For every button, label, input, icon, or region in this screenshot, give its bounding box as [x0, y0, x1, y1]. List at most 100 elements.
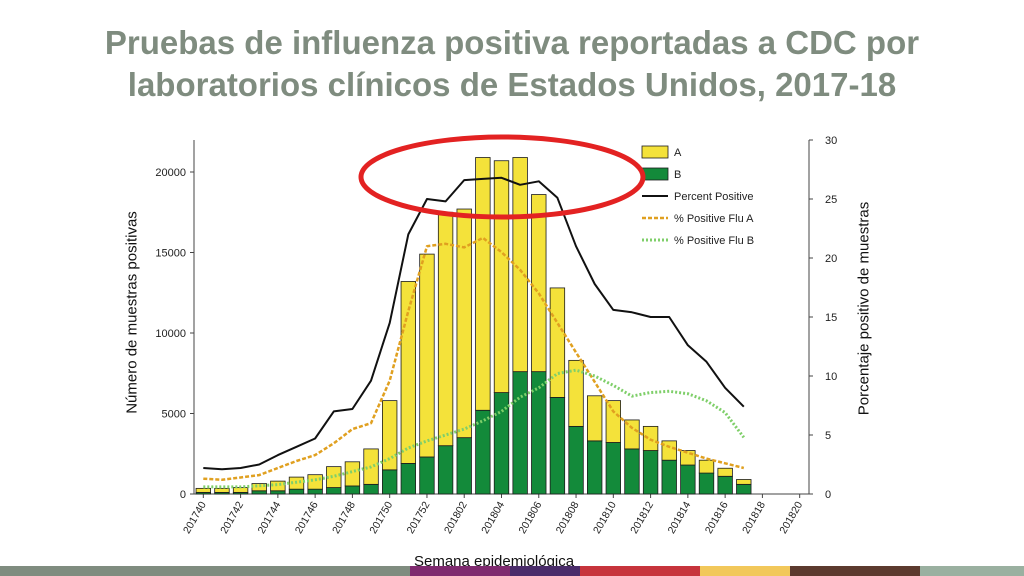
title-line-1: Pruebas de influenza positiva reportadas… [104, 24, 920, 61]
strip-segment [180, 566, 410, 576]
bar-a [549, 287, 566, 398]
y-left-tick-label: 20000 [155, 167, 186, 179]
strip-segment [920, 566, 1024, 576]
x-tick-label: 201748 [330, 499, 358, 535]
legend-label: % Positive Flu B [674, 235, 754, 247]
bar-a [475, 157, 491, 411]
y-axis-left-title: Número de muestras positivas [123, 211, 141, 414]
chart-lines [203, 176, 745, 489]
bar-b [642, 450, 659, 495]
y-right-tick-label: 15 [825, 312, 837, 324]
x-tick-label: 201816 [703, 499, 731, 535]
decorative-bottom-strip [0, 566, 1024, 576]
bar-b [512, 371, 528, 495]
bar-b [288, 488, 305, 495]
bar-a [587, 395, 603, 442]
x-tick-label: 201810 [591, 499, 619, 535]
x-tick-label: 201740 [181, 499, 209, 535]
bar-b [270, 490, 286, 495]
legend-label: B [674, 169, 681, 181]
bar-a [326, 466, 342, 488]
bar-b [698, 472, 715, 495]
y-right-tick-label: 30 [825, 135, 837, 147]
bar-a [661, 440, 677, 461]
bar-a [344, 461, 361, 487]
strip-segment [0, 566, 180, 576]
bar-b [251, 490, 267, 495]
bar-a [307, 474, 323, 490]
x-tick-label: 201752 [405, 499, 433, 535]
legend-label: Percent Positive [674, 191, 753, 203]
strip-segment [790, 566, 920, 576]
bar-b [326, 487, 342, 495]
chart-legend: AB Percent Positive % Positive Flu A % Posi… [641, 145, 754, 247]
y-right-tick-label: 25 [825, 194, 837, 206]
y-right-tick-label: 10 [825, 371, 837, 383]
bar-a [698, 459, 715, 474]
bar-a [270, 480, 286, 492]
legend-label: % Positive Flu A [674, 213, 754, 225]
bar-a [456, 208, 472, 439]
bar-b [568, 425, 584, 495]
x-axis-title: Semana epidemiológica [410, 553, 579, 570]
bar-a [512, 157, 528, 373]
chart-bars [195, 157, 752, 495]
legend-swatch-a [641, 145, 669, 159]
bar-b [493, 392, 510, 495]
bar-b [624, 448, 640, 495]
bar-b [400, 463, 416, 495]
y-left-tick-label: 0 [180, 489, 186, 501]
x-tick-label: 201746 [293, 499, 321, 535]
bar-b [344, 485, 361, 495]
bar-a [437, 211, 454, 447]
x-tick-label: 201818 [740, 499, 768, 535]
legend-label: A [674, 147, 682, 159]
y-left-tick-label: 10000 [155, 328, 186, 340]
bar-b [531, 371, 547, 495]
bar-b [419, 456, 435, 495]
x-tick-label: 201812 [628, 499, 656, 535]
x-tick-label: 201804 [479, 499, 507, 535]
bar-b [736, 483, 752, 495]
bar-b [605, 442, 621, 495]
bar-a [382, 400, 398, 471]
bar-b [307, 488, 323, 495]
x-tick-label: 201808 [554, 499, 582, 535]
bar-b [456, 437, 472, 495]
highlight-ellipse [358, 134, 646, 220]
y-left-tick-label: 5000 [162, 409, 186, 421]
x-tick-label: 201742 [218, 499, 246, 535]
y-axis-right-title: Porcentaje positivo de muestras [855, 201, 873, 416]
x-tick-label: 201814 [666, 499, 694, 535]
x-tick-label: 201806 [516, 499, 544, 535]
bar-a [531, 194, 547, 373]
bar-b [437, 445, 454, 495]
bar-a [624, 419, 640, 450]
bar-a [419, 253, 435, 458]
line-positive-flu-a [203, 236, 745, 482]
strip-segment [510, 566, 580, 576]
bar-a [214, 487, 230, 493]
y-right-tick-label: 5 [825, 430, 831, 442]
x-tick-label: 201750 [367, 499, 395, 535]
strip-segment [700, 566, 790, 576]
bar-a [195, 487, 211, 493]
bar-b [717, 475, 733, 495]
bar-a [568, 359, 584, 427]
y-right-tick-label: 0 [825, 489, 831, 501]
x-tick-label: 201744 [256, 499, 284, 535]
bar-a [605, 400, 621, 443]
bar-a [493, 160, 510, 393]
line-percent-positive [203, 176, 745, 471]
bar-b [661, 459, 677, 495]
y-right-tick-label: 20 [825, 253, 837, 265]
bar-a [717, 467, 733, 477]
bar-a [680, 450, 696, 466]
x-tick-label: 201802 [442, 499, 470, 535]
title-line-2: laboratorios clínicos de Estados Unidos,… [127, 66, 897, 103]
bar-b [680, 464, 696, 495]
bar-b [382, 469, 398, 495]
line-positive-flu-b [203, 368, 745, 489]
x-tick-label: 201820 [777, 499, 805, 535]
